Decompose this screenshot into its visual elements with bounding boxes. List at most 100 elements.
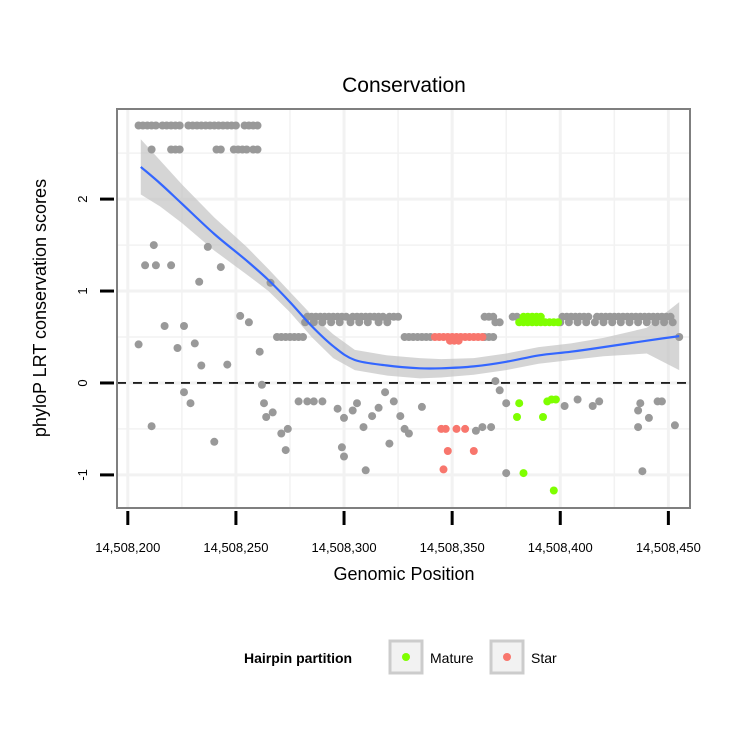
- point-other: [175, 121, 184, 130]
- point-other: [348, 406, 357, 415]
- y-axis-title: phyloP LRT conservation scores: [30, 179, 50, 437]
- point-other: [333, 404, 342, 413]
- point-other: [283, 424, 292, 433]
- loess-smooth-line: [140, 166, 680, 370]
- point-other: [670, 421, 679, 430]
- point-other: [327, 318, 336, 327]
- point-other: [404, 429, 413, 438]
- point-other: [383, 318, 392, 327]
- point-star: [441, 424, 450, 433]
- point-mature: [551, 395, 560, 404]
- point-star: [478, 333, 487, 341]
- point-other: [379, 312, 387, 321]
- point-other: [318, 397, 327, 406]
- point-other: [582, 318, 591, 327]
- x-tick-label: 14,508,200: [95, 540, 160, 555]
- ci-ribbon-area: [140, 139, 680, 379]
- point-other: [657, 397, 666, 406]
- point-other: [342, 312, 351, 321]
- point-other: [147, 145, 156, 154]
- legend-title: Hairpin partition: [244, 650, 352, 666]
- point-other: [573, 395, 582, 404]
- point-other: [478, 423, 487, 432]
- point-other: [346, 318, 355, 327]
- point-mature: [519, 469, 528, 478]
- point-other: [599, 318, 608, 327]
- point-other: [134, 340, 143, 349]
- chart-title: Conservation: [342, 74, 466, 97]
- point-other: [190, 339, 199, 348]
- point-other: [255, 347, 264, 356]
- point-other: [625, 318, 634, 327]
- legend-dot-mature: [402, 653, 410, 661]
- y-tick-label: 1: [75, 287, 90, 294]
- point-other: [588, 402, 597, 410]
- point-mature: [549, 486, 558, 495]
- point-other: [268, 408, 277, 417]
- point-other: [335, 318, 344, 327]
- x-tick-label: 14,508,300: [311, 540, 376, 555]
- point-other: [173, 344, 182, 352]
- x-axis: 14,508,200 14,508,250 14,508,300 14,508,350…: [95, 511, 701, 555]
- point-other: [573, 318, 582, 327]
- point-other: [502, 399, 511, 408]
- point-other: [244, 318, 253, 327]
- point-other: [303, 397, 312, 406]
- point-other: [495, 318, 504, 327]
- point-mature: [515, 399, 524, 408]
- point-other: [385, 439, 394, 448]
- point-other: [638, 467, 647, 476]
- point-other: [309, 397, 318, 406]
- point-other: [180, 388, 188, 397]
- x-tick-label: 14,508,250: [203, 540, 268, 555]
- point-other: [361, 466, 370, 475]
- x-tick-label: 14,508,400: [528, 540, 593, 555]
- point-star: [439, 465, 448, 474]
- point-other: [151, 121, 160, 130]
- point-mature: [513, 413, 521, 421]
- point-other: [260, 399, 268, 408]
- data-points: [134, 121, 684, 495]
- y-axis: -1 0 1 2: [75, 195, 114, 481]
- point-other: [651, 318, 660, 327]
- point-other: [608, 318, 617, 327]
- point-other: [564, 318, 573, 327]
- point-star: [443, 447, 452, 455]
- point-other: [340, 413, 348, 422]
- point-star: [469, 447, 478, 455]
- point-other: [223, 360, 232, 369]
- point-other: [374, 403, 383, 412]
- point-other: [491, 377, 500, 386]
- legend-dot-star: [503, 653, 511, 661]
- legend-label-star: Star: [531, 650, 557, 666]
- point-other: [262, 413, 271, 421]
- point-other: [167, 261, 176, 270]
- point-other: [355, 318, 364, 327]
- point-star: [454, 336, 463, 345]
- point-other: [257, 380, 266, 389]
- x-axis-title: Genomic Position: [333, 564, 474, 584]
- point-other: [309, 318, 318, 327]
- legend: Hairpin partition Mature Star: [244, 639, 557, 675]
- point-other: [660, 318, 669, 327]
- point-other: [180, 322, 188, 330]
- point-other: [253, 121, 262, 130]
- point-other: [149, 241, 158, 250]
- legend-label-mature: Mature: [430, 650, 474, 666]
- y-tick-label: 0: [75, 379, 90, 386]
- point-other: [186, 399, 195, 408]
- point-other: [389, 397, 398, 406]
- point-other: [242, 145, 251, 154]
- point-other: [160, 322, 169, 330]
- point-star: [452, 424, 461, 433]
- point-mature: [554, 318, 563, 327]
- x-tick-label: 14,508,450: [636, 540, 701, 555]
- panel-border: [116, 108, 691, 509]
- point-other: [231, 121, 240, 130]
- point-other: [141, 261, 150, 270]
- point-other: [318, 318, 327, 327]
- point-other: [353, 399, 361, 408]
- confidence-ribbon: [140, 139, 680, 379]
- point-other: [560, 402, 569, 410]
